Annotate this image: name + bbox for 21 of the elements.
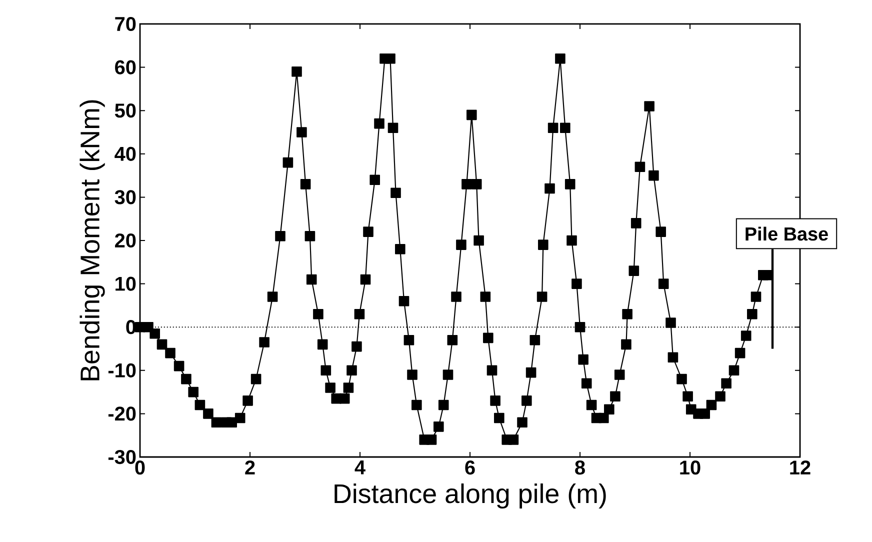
x-tick-label: 6 [465, 460, 475, 475]
ref-line-label: Pile Base [746, 226, 828, 241]
x-tick-label: 8 [575, 460, 585, 475]
y-tick-label: 40 [114, 146, 136, 161]
y-tick-label: 30 [114, 190, 136, 204]
y-tick-label: 50 [114, 104, 136, 118]
x-tick-label: 10 [680, 460, 700, 475]
y-tick-label: -20 [108, 406, 136, 421]
y-tick-label: -30 [108, 450, 136, 464]
x-tick-label: 4 [354, 460, 366, 474]
y-tick-label: 70 [115, 16, 136, 32]
x-tick-label: 12 [790, 460, 810, 474]
y-tick-label: 10 [116, 276, 136, 291]
y-tick-label: -10 [108, 363, 136, 378]
x-tick-label: 0 [135, 460, 145, 475]
x-axis-title: Distance along pile (m) [334, 483, 606, 509]
y-tick-label: 0 [126, 320, 136, 334]
x-tick-label: 2 [245, 460, 255, 474]
y-axis-title: Bending Moment (kNm) [80, 100, 105, 380]
y-tick-label: 20 [115, 233, 136, 248]
y-tick-label: 60 [115, 60, 136, 74]
